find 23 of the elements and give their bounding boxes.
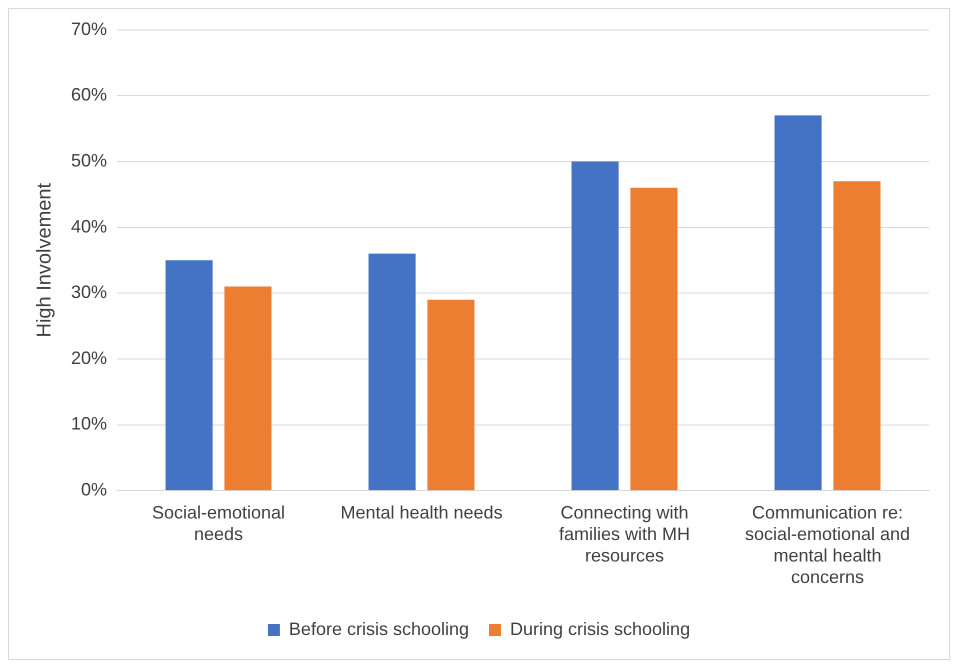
x-tick-label: Communication re: social-emotional and mental health concerns: [744, 502, 910, 588]
y-tick-label: 60%: [70, 84, 108, 105]
bar: [774, 115, 822, 490]
bar: [572, 161, 619, 490]
bar: [833, 181, 880, 490]
x-tick-label: Mental health needs: [340, 502, 503, 522]
legend-label: Before crisis schooling: [288, 618, 470, 639]
y-tick-label: 20%: [70, 348, 108, 368]
y-tick-label: 50%: [70, 150, 108, 170]
bar: [427, 300, 474, 490]
y-tick-label: 0%: [81, 480, 108, 500]
y-tick-label: 30%: [70, 282, 108, 302]
bar: [630, 188, 678, 490]
legend-label: During crisis schooling: [510, 618, 690, 639]
y-axis-title: High Involvement: [34, 182, 56, 338]
y-tick-label: 10%: [70, 414, 108, 434]
bar: [368, 254, 416, 490]
x-tick-label: Social-emotional needs: [152, 502, 286, 544]
bar: [166, 260, 213, 490]
x-tick-label: Connecting with families with MH resources: [558, 502, 690, 566]
y-tick-label: 70%: [70, 18, 108, 39]
bar: [224, 286, 272, 490]
y-tick-label: 40%: [70, 216, 108, 236]
